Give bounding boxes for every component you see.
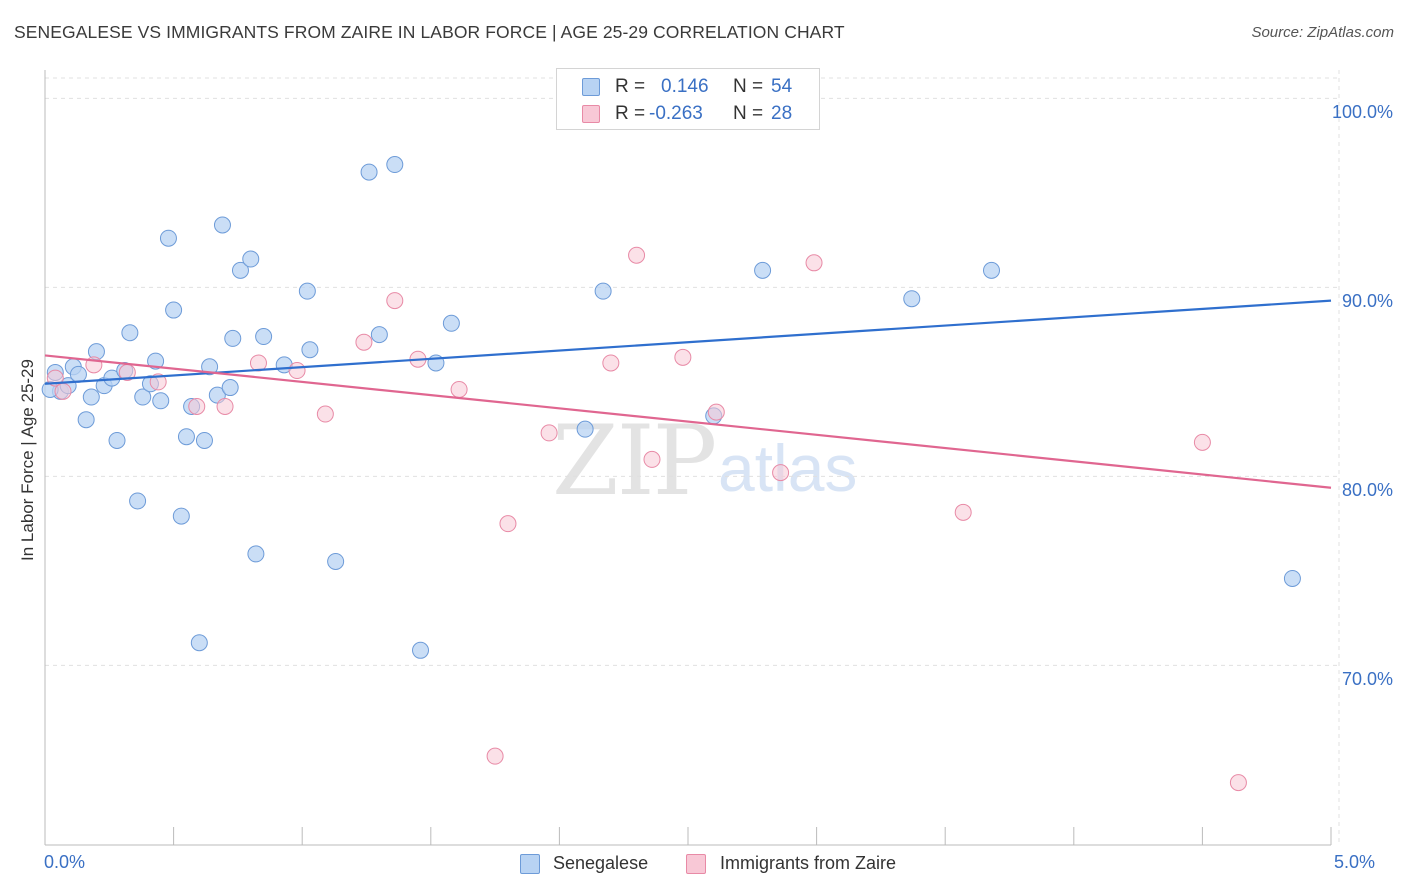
y-tick-label: 80.0% <box>1341 480 1393 501</box>
data-point <box>213 216 231 234</box>
data-point <box>370 326 388 344</box>
data-point <box>190 634 208 652</box>
grid-lines <box>45 70 1340 845</box>
data-point <box>242 250 260 268</box>
data-point <box>165 301 183 319</box>
data-point <box>298 282 316 300</box>
data-point <box>231 261 249 279</box>
data-point <box>707 403 725 421</box>
legend-zaire-label: Immigrants from Zaire <box>720 853 897 873</box>
legend-blue-swatch <box>520 854 540 874</box>
data-point <box>450 380 468 398</box>
data-point <box>316 405 334 423</box>
data-point <box>486 747 504 765</box>
data-point <box>188 397 206 415</box>
blue-swatch <box>582 78 600 96</box>
data-point <box>77 411 95 429</box>
data-point <box>1193 433 1211 451</box>
data-point <box>224 329 242 347</box>
data-point <box>288 362 306 380</box>
trend-line <box>44 299 1332 385</box>
data-point <box>594 282 612 300</box>
data-point <box>954 503 972 521</box>
y-tick-label: 100.0% <box>1331 102 1393 123</box>
chart-title: SENEGALESE VS IMMIGRANTS FROM ZAIRE IN L… <box>14 22 845 42</box>
data-point <box>628 246 646 264</box>
data-point <box>386 156 404 174</box>
data-point <box>412 641 430 659</box>
r-value: -0.263 <box>649 103 703 124</box>
data-point <box>360 163 378 181</box>
y-tick-label: 70.0% <box>1341 669 1393 690</box>
data-point <box>121 324 139 342</box>
x-tick-max: 5.0% <box>1334 852 1376 872</box>
data-point <box>147 352 165 370</box>
data-point <box>54 382 72 400</box>
pink-swatch <box>582 105 600 123</box>
data-point <box>576 420 594 438</box>
series-senegalese <box>41 89 1301 659</box>
stats-legend-box: R = 0.146 N = 54 R = -0.263 N = 28 <box>556 68 820 130</box>
data-point <box>255 328 273 346</box>
data-point <box>643 450 661 468</box>
data-point <box>355 333 373 351</box>
data-point <box>442 314 460 332</box>
data-point <box>152 392 170 410</box>
data-point <box>1229 774 1247 792</box>
data-point <box>674 348 692 366</box>
data-point <box>540 424 558 442</box>
data-point <box>602 354 620 372</box>
data-point <box>754 261 772 279</box>
x-tick-min: 0.0% <box>44 852 86 872</box>
y-tick-label: 90.0% <box>1341 291 1393 312</box>
stats-row-zaire: R = -0.263 N = 28 <box>557 100 819 128</box>
data-point <box>982 261 1000 279</box>
n-label: N = <box>733 103 764 124</box>
series-zaire <box>46 89 1247 792</box>
r-label: R = <box>615 76 646 97</box>
data-point <box>216 397 234 415</box>
data-point <box>772 464 790 482</box>
data-point <box>499 515 517 533</box>
axes <box>44 70 1332 846</box>
source-credit: Source: ZipAtlas.com <box>1251 24 1394 41</box>
data-point <box>195 431 213 449</box>
data-point <box>805 254 823 272</box>
data-point <box>129 492 147 510</box>
data-point <box>177 428 195 446</box>
stats-row-senegalese: R = 0.146 N = 54 <box>557 73 819 101</box>
data-point <box>149 373 167 391</box>
n-label: N = <box>733 76 764 97</box>
data-point <box>221 379 239 397</box>
data-point <box>134 388 152 406</box>
n-value: 54 <box>771 76 793 97</box>
data-point <box>1283 569 1301 587</box>
legend-senegalese-label: Senegalese <box>553 853 649 873</box>
data-point <box>159 229 177 247</box>
data-point <box>903 290 921 308</box>
r-label: R = <box>615 103 646 124</box>
data-point <box>108 431 126 449</box>
n-value: 28 <box>771 103 793 124</box>
y-axis-label: In Labor Force | Age 25-29 <box>18 359 37 561</box>
data-point <box>386 292 404 310</box>
data-point <box>247 545 265 563</box>
data-point <box>82 388 100 406</box>
legend-pink-swatch <box>686 854 706 874</box>
data-point <box>301 341 319 359</box>
data-point <box>327 552 345 570</box>
trend-lines <box>44 299 1332 489</box>
r-value: 0.146 <box>661 76 709 97</box>
data-point <box>172 507 190 525</box>
data-point <box>201 358 219 376</box>
data-point <box>69 365 87 383</box>
trend-line <box>44 354 1332 489</box>
